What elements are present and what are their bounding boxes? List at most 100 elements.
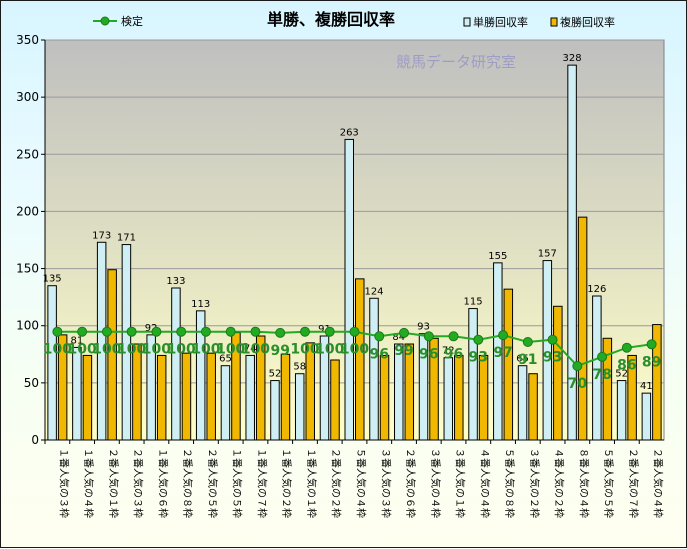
- test-value-label: 100: [241, 342, 270, 358]
- test-marker: [522, 337, 533, 347]
- y-tick-label: 250: [16, 147, 39, 161]
- test-marker: [448, 331, 459, 342]
- bar-value-label: 133: [166, 276, 185, 287]
- x-tick-label: １番人気の６枠: [156, 448, 169, 518]
- test-value-label: 96: [370, 346, 389, 362]
- test-marker: [621, 342, 632, 353]
- test-value-label: 99: [394, 343, 413, 359]
- bar-tansho: [641, 392, 652, 441]
- y-tick-label: 300: [16, 90, 39, 104]
- test-marker: [374, 331, 385, 342]
- bar-value-label: 115: [464, 297, 483, 308]
- x-tick-label: ２番人気の７枠: [627, 448, 640, 518]
- bar-value-label: 91: [318, 324, 331, 335]
- bar-value-label: 65: [219, 354, 232, 365]
- test-marker: [572, 361, 583, 371]
- x-tick-label: ４番人気の４枠: [478, 448, 491, 518]
- test-marker: [349, 326, 360, 337]
- test-value-label: 97: [493, 345, 512, 361]
- x-tick-label: １番人気の７枠: [255, 448, 268, 518]
- bar-tansho: [270, 380, 280, 441]
- x-tick-label: ２番人気の２枠: [330, 448, 343, 518]
- test-value-label: 91: [518, 352, 537, 368]
- test-value-label: 96: [419, 346, 438, 362]
- x-tick-label: １番人気の１枠: [305, 448, 318, 518]
- bar-value-label: 93: [417, 322, 430, 333]
- y-tick-label: 350: [16, 33, 39, 47]
- legend-label-fukusho: 複勝回収率: [560, 15, 615, 29]
- y-tick-label: 100: [16, 319, 39, 333]
- x-tick-label: ２番人気の８枠: [181, 448, 194, 518]
- bar-fukusho: [181, 352, 192, 441]
- legend-label-test: 検定: [121, 14, 143, 28]
- x-tick-label: ８番人気の４枠: [577, 448, 590, 518]
- bar-value-label: 92: [145, 323, 158, 334]
- legend-label-tansho: 単勝回収率: [473, 15, 528, 29]
- legend-swatch-fukusho: [550, 17, 558, 27]
- legend-swatch-tansho: [463, 17, 471, 27]
- bar-fukusho: [577, 216, 588, 441]
- test-value-label: 100: [142, 342, 171, 358]
- bar-value-label: 65: [516, 354, 529, 365]
- bar-tansho: [468, 308, 478, 441]
- bar-value-label: 41: [640, 381, 653, 392]
- bar-value-label: 124: [364, 286, 383, 297]
- test-value-label: 99: [270, 343, 289, 359]
- bar-tansho: [171, 287, 181, 441]
- test-marker: [498, 330, 509, 341]
- x-tick-label: ２番人気の１枠: [107, 448, 120, 518]
- bar-fukusho: [503, 288, 514, 441]
- x-axis: １番人気の３枠 １番人気の４枠 ２番人気の１枠 ２番人気の３枠 １番人気の６枠 ２番人気の…: [44, 439, 665, 518]
- bar-tansho: [47, 285, 57, 441]
- legend: 検定 単勝回収率 複勝回収率: [93, 14, 615, 29]
- bar-fukusho: [379, 354, 390, 441]
- watermark: 競馬データ研究室: [396, 53, 516, 71]
- bar-value-label: 126: [587, 284, 606, 295]
- x-tick-label: １番人気の４枠: [82, 448, 95, 518]
- test-marker: [423, 331, 434, 342]
- bar-value-label: 74: [244, 343, 257, 354]
- x-tick-label: ５番人気の４枠: [355, 448, 368, 518]
- bar-tansho: [220, 365, 231, 441]
- test-marker: [646, 339, 657, 350]
- bar-value-label: 52: [269, 369, 282, 380]
- bar-tansho: [344, 138, 354, 441]
- y-tick-label: 150: [16, 262, 39, 276]
- test-marker: [151, 326, 162, 337]
- test-marker: [275, 327, 286, 338]
- x-tick-label: ５番人気の５枠: [602, 448, 615, 518]
- x-tick-label: １番人気の３枠: [57, 448, 70, 518]
- test-marker: [547, 334, 558, 345]
- test-marker: [225, 326, 236, 337]
- bar-tansho: [443, 357, 454, 441]
- x-tick-label: ２番人気の５枠: [206, 448, 219, 518]
- bar-tansho: [369, 297, 379, 441]
- test-value-label: 78: [592, 367, 611, 383]
- bar-value-label: 58: [293, 362, 306, 373]
- bar-value-label: 135: [43, 274, 62, 285]
- test-value-label: 100: [216, 342, 245, 358]
- x-tick-label: ３番人気の３枠: [379, 448, 392, 518]
- test-marker: [250, 326, 261, 337]
- x-tick-label: ２番人気の６枠: [404, 448, 417, 518]
- test-value-label: 100: [340, 342, 369, 358]
- test-value-label: 100: [191, 342, 220, 358]
- bar-value-label: 155: [488, 251, 507, 262]
- y-tick-label: 200: [16, 204, 39, 218]
- bar-value-label: 52: [615, 369, 628, 380]
- bar-tansho: [517, 365, 528, 441]
- bar-tansho: [245, 354, 255, 441]
- bar-fukusho: [553, 305, 563, 441]
- x-tick-label: １番人気の２枠: [280, 448, 293, 518]
- x-tick-label: ２番人気の４枠: [652, 448, 665, 518]
- bar-fukusho: [330, 359, 340, 441]
- bar-value-label: 328: [563, 53, 582, 64]
- bar-value-label: 263: [340, 127, 359, 138]
- bar-value-label: 84: [392, 332, 405, 343]
- x-tick-label: ３番人気の４枠: [429, 448, 442, 518]
- x-tick-label: ４番人気の２枠: [553, 448, 566, 518]
- bar-fukusho: [478, 354, 489, 441]
- test-value-label: 100: [92, 342, 121, 358]
- x-tick-label: ３番人気の１枠: [454, 448, 467, 518]
